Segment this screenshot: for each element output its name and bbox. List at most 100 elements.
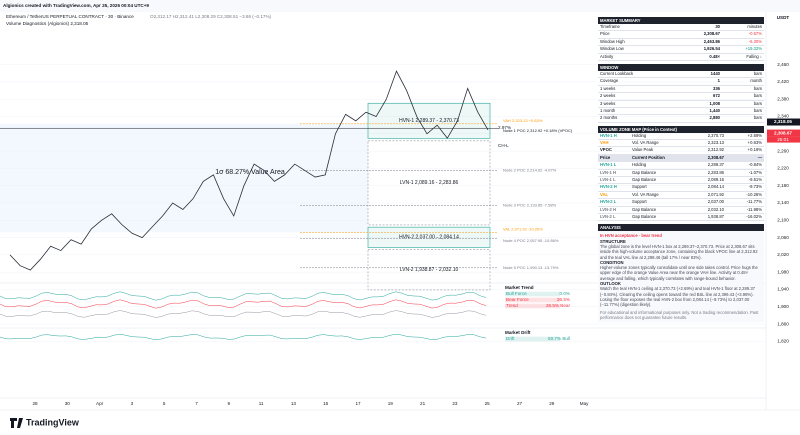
level-label: VAH 2,323.13 +0.63% bbox=[503, 118, 543, 123]
panel-row: 1 month 1,440 bars bbox=[598, 108, 764, 116]
zone-row: HVN-2 H Support 2,084.14 -9.73% bbox=[598, 184, 764, 192]
panel-cell: 336 bbox=[713, 85, 720, 91]
price-tag-label: 2,308.67 bbox=[774, 130, 792, 135]
zone-cell: HVN-2 L bbox=[600, 199, 617, 205]
analysis-heading: STRUCTURE bbox=[600, 238, 626, 244]
level-label: Node 3 POC 2,133.85 -7.58% bbox=[503, 203, 557, 208]
x-tick-label: 27 bbox=[517, 401, 523, 406]
zone-cell: Current Position bbox=[632, 154, 665, 160]
x-tick-label: 13 bbox=[291, 401, 297, 406]
panel-cell: Timeframe bbox=[600, 24, 620, 29]
level-label: Node 1 POC 2,312.92 +0.18% (VPOC) bbox=[503, 128, 573, 133]
zone-cell: Price bbox=[600, 154, 611, 160]
panel-cell: Coverage bbox=[600, 78, 619, 84]
panel-row: Coverage 1 month bbox=[598, 78, 764, 86]
zone-cell: -9.51% bbox=[748, 177, 762, 183]
panel-cell: 2,463.86 bbox=[703, 38, 720, 44]
panel-cell: 3 weeks bbox=[600, 100, 616, 106]
x-tick-label: Apr bbox=[96, 401, 104, 406]
zone-cell: LVN-1 H bbox=[600, 169, 616, 175]
pane-title: Market Trend bbox=[505, 285, 534, 290]
pane-bar bbox=[505, 336, 560, 342]
zone-cell: -11.77% bbox=[746, 199, 762, 205]
pane-row-value: 0.0% bbox=[560, 291, 570, 296]
x-tick-label: 17 bbox=[355, 401, 361, 406]
zone-box bbox=[367, 140, 491, 226]
panel-row: Price 2,308.67 -0.67% bbox=[598, 31, 764, 39]
x-tick-label: 25 bbox=[485, 401, 491, 406]
top-bar bbox=[0, 0, 800, 12]
pane-row-value: 26.5% bbox=[557, 297, 570, 302]
zone-cell: 2,089.16 bbox=[707, 177, 724, 183]
side-panel: MARKET SUMMARY Timeframe 30 minutes Price 2,3… bbox=[598, 14, 764, 323]
zone-cell: Gap Balance bbox=[632, 169, 657, 175]
logo-icon bbox=[10, 418, 23, 428]
zone-cell: 2,071.92 bbox=[707, 191, 724, 197]
y-tick-label: 2,100 bbox=[777, 218, 789, 223]
analysis: In HVN acceptance · bear trend STRUCTURE T… bbox=[598, 231, 764, 323]
panel-cell: 1 weeks bbox=[600, 85, 616, 91]
panel-cell: bars bbox=[753, 85, 762, 91]
pane-row-name: Bear Force bbox=[506, 297, 529, 302]
x-tick-label: 19 bbox=[388, 401, 394, 406]
section-title: ANALYSIS bbox=[598, 224, 764, 232]
y-tick-label: 2,260 bbox=[777, 148, 789, 153]
x-tick-label: 23 bbox=[452, 401, 458, 406]
panel-row: Current Lookback 1440 bars bbox=[598, 70, 764, 79]
zone-cell: -0.84% bbox=[748, 162, 762, 168]
zone-cell: Value Peak bbox=[632, 147, 654, 153]
disclaimer: For educational and informational purpos… bbox=[600, 309, 759, 320]
indicator-line bbox=[0, 310, 487, 318]
pane-row-value: 50.7% Bull bbox=[548, 336, 570, 341]
y-tick-label: 2,340 bbox=[777, 114, 789, 119]
zone-cell: VAH bbox=[600, 140, 609, 146]
zone-cell: Support bbox=[632, 199, 647, 205]
zone-cell: Gap Balance bbox=[632, 177, 657, 183]
section-title: WINDOW bbox=[598, 63, 764, 71]
pane-row-name: Trend bbox=[506, 303, 518, 308]
x-tick-label: 9 bbox=[228, 401, 231, 406]
zone-cell: -16.02% bbox=[746, 213, 762, 219]
price-tag-sub: 25:01 bbox=[777, 137, 789, 142]
panel-cell: 1440 bbox=[710, 70, 720, 76]
pane-row-name: Drift bbox=[506, 336, 515, 341]
level-label: VAL 2,071.92 -10.26% bbox=[503, 226, 543, 231]
y-tick-label: 2,380 bbox=[777, 96, 789, 101]
x-tick-label: 5 bbox=[163, 401, 166, 406]
zone-row: VAH Vol. VA Range 2,323.13 +0.63% bbox=[598, 140, 764, 148]
zone-cell: +0.63% bbox=[747, 140, 762, 146]
zone-row: LVN-1 L Gap Balance 2,089.16 -9.51% bbox=[598, 177, 764, 185]
zone-cell: +0.18% bbox=[747, 147, 762, 153]
zone-label: HVN-2 2,037.00 - 2,084.14 bbox=[399, 235, 459, 241]
x-tick-label: May bbox=[580, 401, 589, 406]
zone-label: LVN-1 2,089.16 - 2,283.86 bbox=[400, 180, 459, 186]
panel-cell: month bbox=[750, 78, 762, 84]
zone-row: HVN-1 H Holding 2,370.73 +2.69% bbox=[598, 132, 764, 141]
section-title: MARKET SUMMARY bbox=[598, 17, 764, 24]
y-tick-label: 2,140 bbox=[777, 200, 789, 205]
zone-cell: 2,283.86 bbox=[707, 169, 724, 175]
level-label: Node 2 POC 2,214.92 -4.07% bbox=[503, 168, 557, 173]
x-tick-label: 28 bbox=[32, 401, 38, 406]
panel-row: 1 weeks 336 bars bbox=[598, 85, 764, 94]
ohlc: O2,312.17 H2,312.41 L2,308.29 C2,308.51 … bbox=[150, 14, 272, 19]
zone-cell: +2.69% bbox=[747, 132, 762, 138]
indicator-line bbox=[0, 333, 487, 341]
zone-cell: 2,312.92 bbox=[707, 147, 724, 153]
pane-bar bbox=[505, 297, 560, 303]
pane-row-value: 26.5% Bear bbox=[546, 303, 570, 308]
value-area bbox=[0, 123, 368, 233]
panel-cell: 1,008 bbox=[709, 100, 720, 106]
y-tick-label: 1,820 bbox=[777, 339, 789, 344]
panel-cell: 2,880 bbox=[709, 115, 720, 121]
panel-row: Window High 2,463.86 -6.30% bbox=[598, 38, 764, 47]
zone-cell: Holding bbox=[632, 162, 647, 168]
annotation: 2.97% bbox=[498, 125, 511, 130]
pane-row-name: Bull Force bbox=[506, 291, 527, 296]
x-tick-label: 21 bbox=[420, 401, 426, 406]
zone-row: HVN-1 L Holding 2,289.37 -0.84% bbox=[598, 162, 764, 170]
zone-row: LVN-2 H Gap Balance 2,032.10 -11.98% bbox=[598, 207, 764, 214]
indicator-line bbox=[0, 299, 487, 309]
y-tick-label: 2,420 bbox=[777, 79, 789, 84]
